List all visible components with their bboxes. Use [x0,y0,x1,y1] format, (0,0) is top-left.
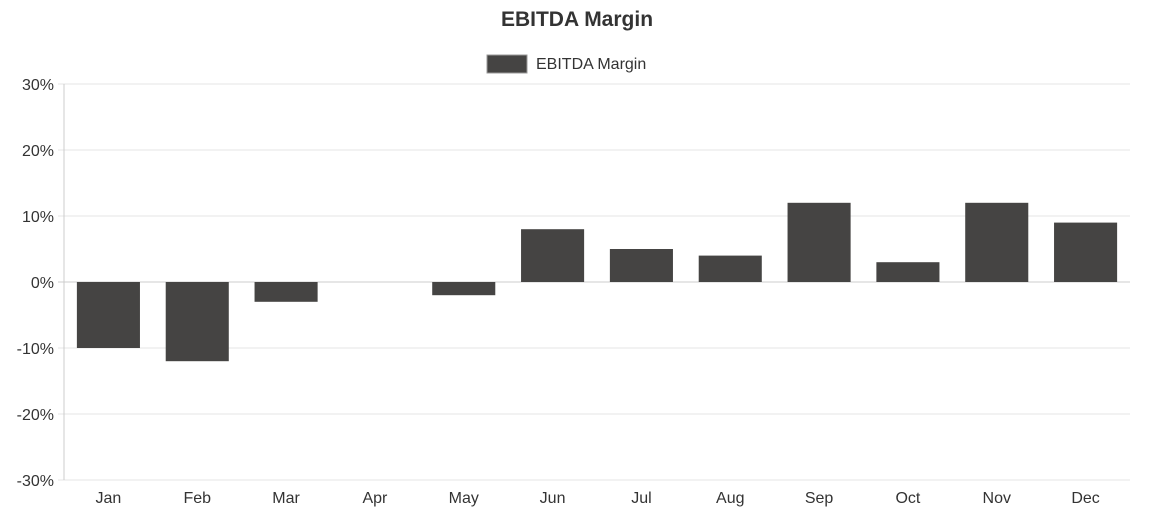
x-tick-label: Jul [631,490,651,507]
bar-oct[interactable] [876,262,940,282]
x-tick-label: May [449,490,479,507]
bar-sep[interactable] [787,202,851,282]
bar-may[interactable] [432,282,496,296]
y-tick-label: 30% [22,77,54,94]
x-tick-label: Nov [983,490,1011,507]
x-tick-label: Sep [805,490,834,507]
x-axis-labels: Jan Feb Mar Apr May Jun Jul Aug Sep Oct Nov Dec [96,490,1100,507]
y-tick-label: -10% [17,341,54,358]
y-tick-label: -20% [17,407,54,424]
legend-swatch [486,54,528,74]
x-tick-label: Mar [272,490,300,507]
bar-mar[interactable] [254,282,318,302]
bar-jun[interactable] [521,229,585,282]
bar-feb[interactable] [165,282,229,362]
x-tick-label: Feb [183,490,211,507]
y-tick-label: 10% [22,209,54,226]
x-tick-label: Dec [1071,490,1099,507]
x-tick-label: Oct [895,490,920,507]
y-tick-label: 20% [22,143,54,160]
chart-title: EBITDA Margin [501,8,653,31]
x-tick-label: Aug [716,490,744,507]
y-tick-label: -30% [17,473,54,490]
x-tick-label: Jun [540,490,566,507]
bar-aug[interactable] [698,255,762,282]
legend-label: EBITDA Margin [536,56,646,73]
bars [76,202,1118,362]
y-tick-label: 0% [31,275,54,292]
y-axis-labels: 30% 20% 10% 0% -10% -20% -30% [17,77,54,490]
bar-dec[interactable] [1054,222,1118,282]
gridlines [58,83,1130,481]
x-tick-label: Apr [362,490,388,507]
legend[interactable]: EBITDA Margin [486,54,646,74]
x-tick-label: Jan [96,490,122,507]
bar-jan[interactable] [76,282,140,348]
bar-nov[interactable] [965,202,1029,282]
bar-jul[interactable] [609,249,673,282]
